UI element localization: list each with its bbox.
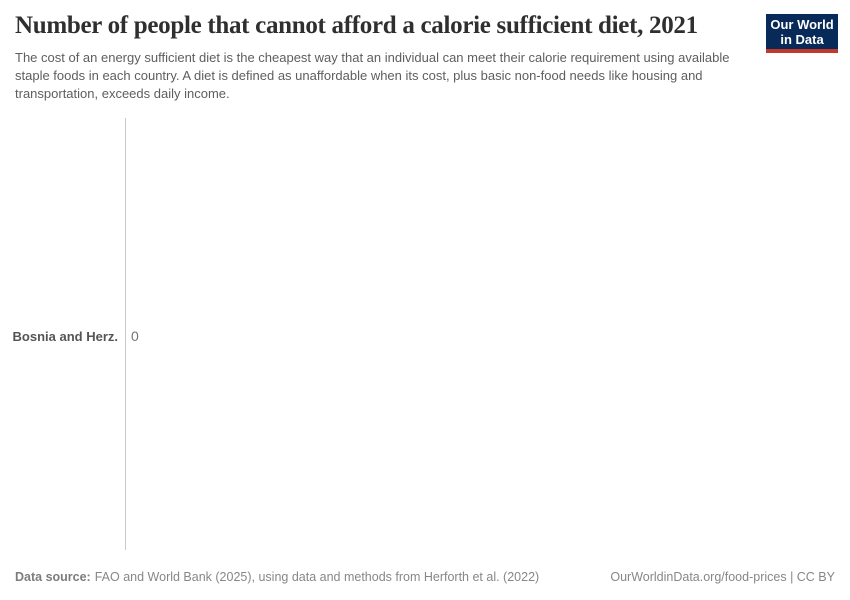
y-axis-line [125,118,126,550]
chart-title: Number of people that cannot afford a ca… [15,12,698,39]
data-source-note: Data source: FAO and World Bank (2025), u… [15,570,539,585]
bar-value-label: 0 [131,328,139,344]
owid-logo-line2: in Data [780,32,824,47]
owid-logo: Our World in Data [766,14,838,53]
data-source-text: FAO and World Bank (2025), using data an… [94,570,540,584]
owid-url-link[interactable]: OurWorldinData.org/food-prices | CC BY [610,570,835,584]
data-source-label: Data source: [15,570,91,584]
owid-logo-line1: Our World [770,17,834,32]
entity-label: Bosnia and Herz. [12,329,118,344]
chart-subtitle: The cost of an energy sufficient diet is… [15,50,730,101]
chart-footer: Data source: FAO and World Bank (2025), u… [15,570,835,585]
